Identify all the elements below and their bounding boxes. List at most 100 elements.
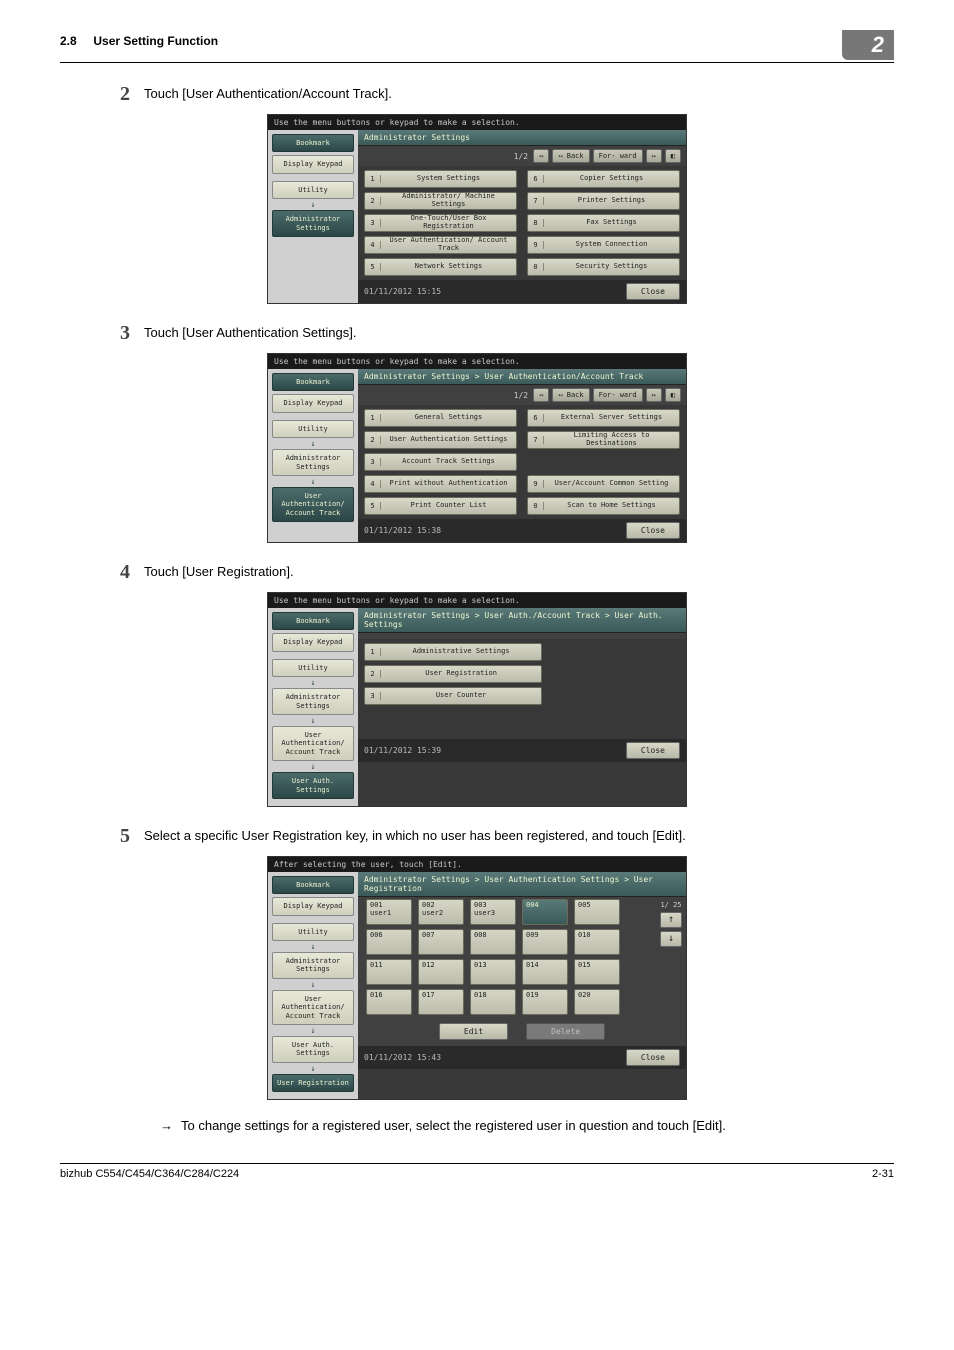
menu-item[interactable]: 7Limiting Access to Destinations [527, 431, 680, 449]
forward-button[interactable]: For- ward [593, 388, 643, 402]
menu-item[interactable]: 4User Authentication/ Account Track [364, 236, 517, 254]
close-button[interactable]: Close [626, 742, 680, 759]
admin-settings-button[interactable]: Administrator Settings [272, 952, 354, 979]
user-slot[interactable]: 016 [366, 989, 412, 1015]
menu-item[interactable]: 6External Server Settings [527, 409, 680, 427]
device-screenshot-5: After selecting the user, touch [Edit]. … [267, 856, 687, 1100]
breadcrumb: Administrator Settings > User Authentica… [358, 369, 686, 385]
menu-item-label: Printer Settings [544, 197, 679, 205]
user-auth-acct-button[interactable]: User Authentication/ Account Track [272, 726, 354, 761]
bookmark-button[interactable]: Bookmark [272, 876, 354, 894]
bookmark-button[interactable]: Bookmark [272, 612, 354, 630]
menu-item[interactable]: 7Printer Settings [527, 192, 680, 210]
user-auth-acct-button[interactable]: User Authentication/ Account Track [272, 990, 354, 1025]
user-slot[interactable]: 019 [522, 989, 568, 1015]
menu-item[interactable]: 8Fax Settings [527, 214, 680, 232]
utility-button[interactable]: Utility [272, 420, 354, 438]
menu-item[interactable]: 5Print Counter List [364, 497, 517, 515]
step-text: Select a specific User Registration key,… [144, 825, 686, 843]
menu-item[interactable]: 9System Connection [527, 236, 680, 254]
menu-item[interactable]: 1General Settings [364, 409, 517, 427]
admin-settings-button[interactable]: Administrator Settings [272, 210, 354, 237]
menu-item[interactable]: 3One-Touch/User Box Registration [364, 214, 517, 232]
admin-settings-button[interactable]: Administrator Settings [272, 449, 354, 476]
section-heading: 2.8 User Setting Function [60, 30, 218, 48]
device-screenshot-4: Use the menu buttons or keypad to make a… [267, 592, 687, 807]
user-auth-acct-button[interactable]: User Authentication/ Account Track [272, 487, 354, 522]
menu-item[interactable]: 4Print without Authentication [364, 475, 517, 493]
menu-item[interactable]: 1Administrative Settings [364, 643, 542, 661]
menu-item[interactable]: 5Network Settings [364, 258, 517, 276]
chain-icon: ↓ [272, 1066, 354, 1072]
page-down-button[interactable]: ↓ [660, 931, 682, 947]
back-first-button[interactable]: ↤ [533, 388, 549, 402]
user-auth-settings-button[interactable]: User Auth. Settings [272, 772, 354, 799]
user-registration-button[interactable]: User Registration [272, 1074, 354, 1092]
user-slot[interactable]: 017 [418, 989, 464, 1015]
forward-button[interactable]: For- ward [593, 149, 643, 163]
menu-item[interactable]: 2Administrator/ Machine Settings [364, 192, 517, 210]
user-slot[interactable]: 018 [470, 989, 516, 1015]
page-up-button[interactable]: ↑ [660, 912, 682, 928]
menu-item-label: User Registration [381, 670, 541, 678]
menu-item[interactable]: 2User Authentication Settings [364, 431, 517, 449]
slot-number: 008 [474, 932, 512, 940]
delete-button[interactable]: Delete [526, 1023, 605, 1040]
user-slot[interactable]: 014 [522, 959, 568, 985]
user-slot[interactable]: 007 [418, 929, 464, 955]
menu-item[interactable]: 3User Counter [364, 687, 542, 705]
user-slot[interactable]: 020 [574, 989, 620, 1015]
back-button[interactable]: ↤ Back [552, 149, 589, 163]
menu-item[interactable]: 1System Settings [364, 170, 517, 188]
menu-item[interactable]: 6Copier Settings [527, 170, 680, 188]
menu-item[interactable]: 9User/Account Common Setting [527, 475, 680, 493]
menu-item-number: 7 [528, 197, 544, 205]
display-keypad-button[interactable]: Display Keypad [272, 633, 354, 651]
bookmark-toggle-button[interactable]: ◧ [665, 388, 681, 402]
user-slot[interactable]: 002user2 [418, 899, 464, 925]
user-slot[interactable]: 010 [574, 929, 620, 955]
menu-item-number: 6 [528, 175, 544, 183]
forward-last-button[interactable]: ↦ [646, 149, 662, 163]
user-slot[interactable]: 004 [522, 899, 568, 925]
menu-item[interactable]: 2User Registration [364, 665, 542, 683]
display-keypad-button[interactable]: Display Keypad [272, 155, 354, 173]
back-first-button[interactable]: ↤ [533, 149, 549, 163]
display-keypad-button[interactable]: Display Keypad [272, 897, 354, 915]
bookmark-button[interactable]: Bookmark [272, 134, 354, 152]
user-slot[interactable]: 012 [418, 959, 464, 985]
display-keypad-button[interactable]: Display Keypad [272, 394, 354, 412]
chain-icon: ↓ [272, 944, 354, 950]
close-button[interactable]: Close [626, 522, 680, 539]
close-button[interactable]: Close [626, 283, 680, 300]
edit-button[interactable]: Edit [439, 1023, 508, 1040]
bookmark-button[interactable]: Bookmark [272, 373, 354, 391]
menu-item[interactable]: 3Account Track Settings [364, 453, 517, 471]
menu-item[interactable]: 0Security Settings [527, 258, 680, 276]
user-slot[interactable]: 011 [366, 959, 412, 985]
utility-button[interactable]: Utility [272, 181, 354, 199]
user-slot[interactable]: 005 [574, 899, 620, 925]
user-slot[interactable]: 009 [522, 929, 568, 955]
user-slot[interactable]: 001user1 [366, 899, 412, 925]
bookmark-toggle-button[interactable]: ◧ [665, 149, 681, 163]
admin-settings-button[interactable]: Administrator Settings [272, 688, 354, 715]
menu-item-label: System Connection [544, 241, 679, 249]
menu-item[interactable]: 0Scan to Home Settings [527, 497, 680, 515]
forward-last-button[interactable]: ↦ [646, 388, 662, 402]
step-4: 4 Touch [User Registration]. [110, 561, 894, 584]
back-button[interactable]: ↤ Back [552, 388, 589, 402]
menu-item-number: 2 [365, 197, 381, 205]
user-slot[interactable]: 015 [574, 959, 620, 985]
step-number: 4 [110, 561, 144, 584]
user-slot[interactable]: 006 [366, 929, 412, 955]
menu-item-label: Limiting Access to Destinations [544, 432, 679, 447]
user-slot[interactable]: 003user3 [470, 899, 516, 925]
close-button[interactable]: Close [626, 1049, 680, 1066]
user-auth-settings-button[interactable]: User Auth. Settings [272, 1036, 354, 1063]
user-slot[interactable]: 013 [470, 959, 516, 985]
utility-button[interactable]: Utility [272, 923, 354, 941]
slot-number: 004 [526, 902, 564, 910]
utility-button[interactable]: Utility [272, 659, 354, 677]
user-slot[interactable]: 008 [470, 929, 516, 955]
